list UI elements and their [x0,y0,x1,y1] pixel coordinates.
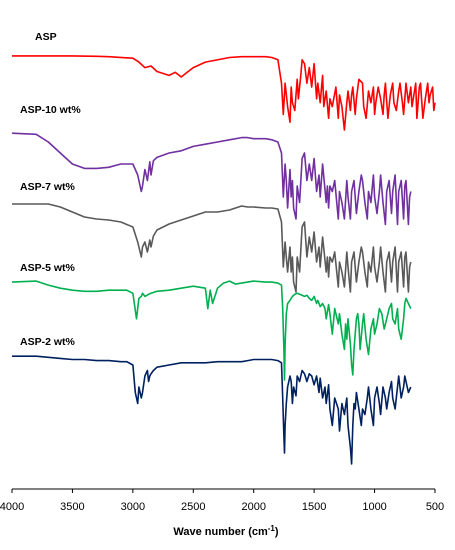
series-label-4: ASP-5 wt% [20,262,76,274]
x-tick-label: 2000 [241,501,265,513]
series-line-2 [11,132,412,226]
x-axis-title-end: ) [275,526,279,538]
series-line-5 [12,355,412,465]
x-tick-label: 3000 [121,501,145,513]
x-tick-label: 2500 [181,501,205,513]
x-tick-layer: 4000 3500 3000 2500 2000 1500 1000 500 [0,489,444,513]
x-axis-title: Wave number (cm-1) [173,524,278,538]
series-label-layer: ASP ASP-10 wt% ASP-7 wt% ASP-5 wt% ASP-2 wt% [20,31,81,348]
series-line-3 [12,203,412,293]
series-label-1: ASP [35,31,57,43]
x-tick-label: 500 [426,501,444,513]
x-tick-label: 1000 [362,501,386,513]
series-line-1 [12,55,436,131]
series-line-4 [11,280,412,381]
series-label-3: ASP-7 wt% [20,181,76,193]
x-tick-label: 3500 [60,501,84,513]
series-label-5: ASP-2 wt% [20,336,76,348]
x-tick-label: 1500 [302,501,326,513]
series-layer [11,55,436,465]
series-label-2: ASP-10 wt% [20,104,81,116]
x-axis-title-superscript: -1 [268,524,276,533]
x-tick-label: 4000 [0,501,24,513]
